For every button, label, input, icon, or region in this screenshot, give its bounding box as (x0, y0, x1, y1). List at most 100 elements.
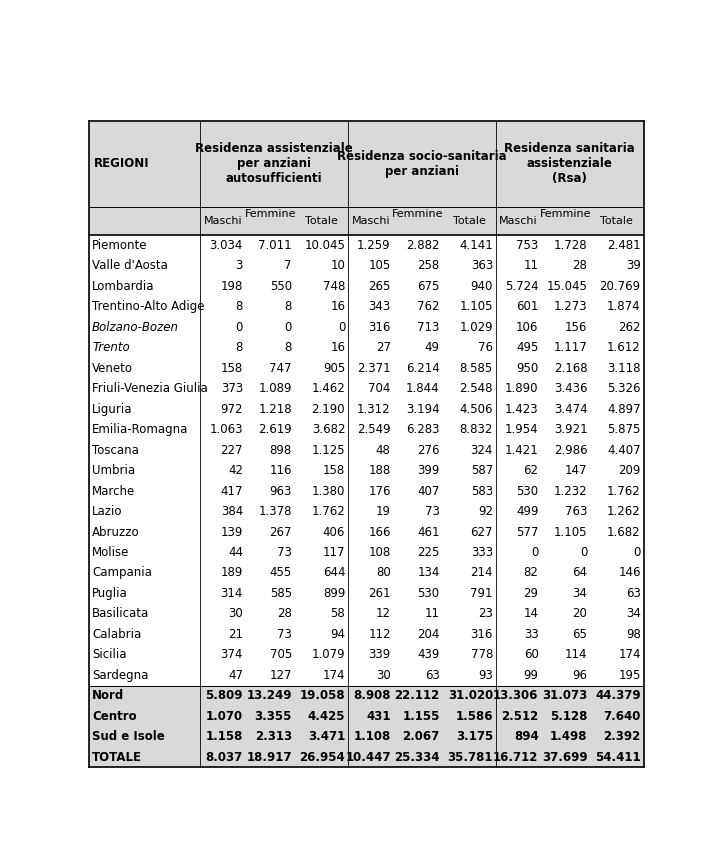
Text: 73: 73 (425, 505, 440, 518)
Text: 93: 93 (478, 669, 493, 682)
Text: 47: 47 (228, 669, 243, 682)
Text: 156: 156 (565, 321, 588, 334)
Text: 4.506: 4.506 (460, 403, 493, 416)
Text: 134: 134 (418, 566, 440, 579)
Text: 204: 204 (418, 628, 440, 641)
Text: 276: 276 (417, 443, 440, 456)
Bar (89, 583, 644, 604)
Text: Residenza sanitaria
assistenziale
(Rsa): Residenza sanitaria assistenziale (Rsa) (504, 142, 635, 185)
Text: 174: 174 (618, 649, 641, 662)
Text: 114: 114 (565, 649, 588, 662)
Text: 1.762: 1.762 (312, 505, 345, 518)
Bar (89, 120, 644, 207)
Text: 748: 748 (322, 280, 345, 293)
Text: 1.089: 1.089 (258, 382, 292, 395)
Bar (89, 236, 644, 255)
Text: 7.011: 7.011 (258, 239, 292, 252)
Text: 1.105: 1.105 (554, 526, 588, 539)
Text: 23: 23 (478, 607, 493, 620)
Text: 176: 176 (368, 485, 391, 498)
Text: 30: 30 (376, 669, 391, 682)
Text: 417: 417 (220, 485, 243, 498)
Bar (89, 501, 644, 522)
Bar (89, 276, 644, 297)
Text: 950: 950 (516, 362, 538, 375)
Text: 1.079: 1.079 (312, 649, 345, 662)
Text: 3.034: 3.034 (209, 239, 243, 252)
Text: 209: 209 (618, 464, 641, 477)
Text: 94: 94 (330, 628, 345, 641)
Text: 49: 49 (425, 341, 440, 354)
Text: 227: 227 (220, 443, 243, 456)
Text: 92: 92 (478, 505, 493, 518)
Bar (89, 207, 644, 236)
Text: 1.380: 1.380 (312, 485, 345, 498)
Text: 146: 146 (618, 566, 641, 579)
Text: 8: 8 (285, 341, 292, 354)
Text: 4.425: 4.425 (307, 710, 345, 723)
Text: Veneto: Veneto (92, 362, 133, 375)
Bar (89, 522, 644, 542)
Bar (89, 255, 644, 276)
Text: Piemonte: Piemonte (92, 239, 147, 252)
Text: 195: 195 (618, 669, 641, 682)
Text: Totale: Totale (453, 216, 485, 226)
Text: 1.063: 1.063 (209, 423, 243, 436)
Text: 8.585: 8.585 (460, 362, 493, 375)
Text: 0: 0 (285, 321, 292, 334)
Text: 2.190: 2.190 (312, 403, 345, 416)
Text: 2.619: 2.619 (258, 423, 292, 436)
Text: 42: 42 (228, 464, 243, 477)
Text: 373: 373 (221, 382, 243, 395)
Text: 258: 258 (418, 260, 440, 273)
Text: 14: 14 (523, 607, 538, 620)
Text: 64: 64 (573, 566, 588, 579)
Text: 127: 127 (270, 669, 292, 682)
Text: 22.112: 22.112 (395, 689, 440, 702)
Text: 267: 267 (270, 526, 292, 539)
Text: 399: 399 (418, 464, 440, 477)
Text: 261: 261 (368, 587, 391, 600)
Text: 2.512: 2.512 (501, 710, 538, 723)
Text: 5.809: 5.809 (205, 689, 243, 702)
Text: 44: 44 (228, 546, 243, 559)
Text: 363: 363 (470, 260, 493, 273)
Bar (89, 338, 644, 358)
Text: REGIONI: REGIONI (94, 158, 149, 171)
Text: 262: 262 (618, 321, 641, 334)
Text: 98: 98 (626, 628, 641, 641)
Text: 4.897: 4.897 (607, 403, 641, 416)
Text: 2.168: 2.168 (554, 362, 588, 375)
Text: 7: 7 (285, 260, 292, 273)
Text: 439: 439 (418, 649, 440, 662)
Text: 0: 0 (580, 546, 588, 559)
Text: 1.844: 1.844 (406, 382, 440, 395)
Text: 1.874: 1.874 (607, 301, 641, 313)
Text: 3.118: 3.118 (607, 362, 641, 375)
Text: 3: 3 (236, 260, 243, 273)
Text: 0: 0 (531, 546, 538, 559)
Text: Abruzzo: Abruzzo (92, 526, 139, 539)
Text: 530: 530 (516, 485, 538, 498)
Text: Umbria: Umbria (92, 464, 135, 477)
Text: 54.411: 54.411 (595, 751, 641, 764)
Text: 2.549: 2.549 (357, 423, 391, 436)
Text: 963: 963 (270, 485, 292, 498)
Text: 550: 550 (270, 280, 292, 293)
Text: Lombardia: Lombardia (92, 280, 154, 293)
Text: 11: 11 (523, 260, 538, 273)
Text: 188: 188 (368, 464, 391, 477)
Bar (89, 604, 644, 624)
Text: 1.259: 1.259 (357, 239, 391, 252)
Text: 35.781: 35.781 (448, 751, 493, 764)
Text: 63: 63 (425, 669, 440, 682)
Text: 3.471: 3.471 (308, 730, 345, 743)
Text: 1.312: 1.312 (357, 403, 391, 416)
Bar (89, 644, 644, 665)
Text: 39: 39 (626, 260, 641, 273)
Text: 972: 972 (220, 403, 243, 416)
Text: 16: 16 (330, 301, 345, 313)
Text: Totale: Totale (305, 216, 337, 226)
Text: 2.067: 2.067 (403, 730, 440, 743)
Text: 3.355: 3.355 (255, 710, 292, 723)
